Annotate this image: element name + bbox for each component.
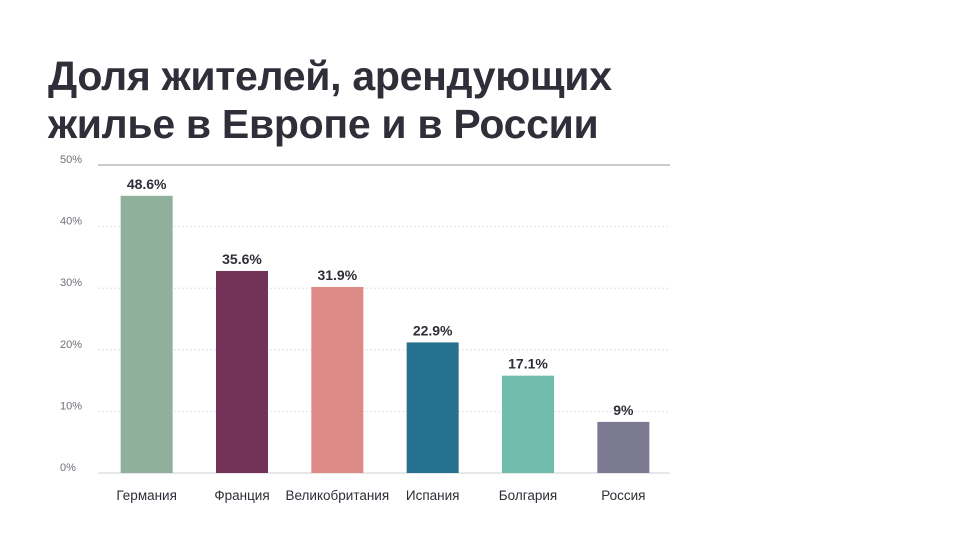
x-category-label: Испания [406, 488, 460, 503]
bar-4: Испания: 22.9% [406, 342, 459, 473]
bar-1: Германия: 48.6% [120, 195, 173, 474]
bar-3: Великобритания: 31.9% [311, 286, 364, 473]
y-tick-label: 10% [60, 400, 82, 412]
data-label: 31.9% [317, 267, 357, 283]
y-tick-label: 0% [60, 462, 76, 474]
data-label: 9% [613, 402, 634, 418]
bar-6: Россия: 9% [597, 421, 650, 473]
bars: Германия: 48.6% Франция: 35.6% Великобрита… [120, 195, 650, 474]
y-tick-label: 50% [60, 154, 82, 166]
x-category-label: Великобритания [285, 488, 389, 503]
y-tick-label: 30% [60, 277, 82, 289]
chart-title-line-2: жилье в Европе и в России [48, 101, 599, 147]
y-axis-ticks: 0% 10% 20% 30% 40% 50% [60, 154, 82, 474]
y-tick-label: 20% [60, 339, 82, 351]
x-category-label: Германия [116, 488, 177, 503]
chart-title: Доля жителей, арендующих жилье в Европе … [48, 52, 868, 148]
x-category-label: Россия [601, 488, 645, 503]
x-category-label: Франция [214, 488, 269, 503]
y-tick-label: 40% [60, 216, 82, 228]
data-label: 22.9% [413, 322, 453, 338]
data-labels: 48.6% 35.6% 31.9% 22.9% 17.1% 9% [127, 176, 634, 418]
chart-title-line-1: Доля жителей, арендующих [48, 53, 612, 99]
x-axis-categories: Германия Франция Великобритания Испания Болг… [116, 488, 645, 503]
data-label: 48.6% [127, 176, 167, 192]
x-category-label: Болгария [499, 488, 557, 503]
bar-5: Болгария: 17.1% [502, 375, 554, 473]
gridlines [98, 164, 670, 474]
bar-2: Франция: 35.6% [216, 270, 268, 473]
data-label: 35.6% [222, 251, 262, 267]
data-label: 17.1% [508, 356, 548, 372]
